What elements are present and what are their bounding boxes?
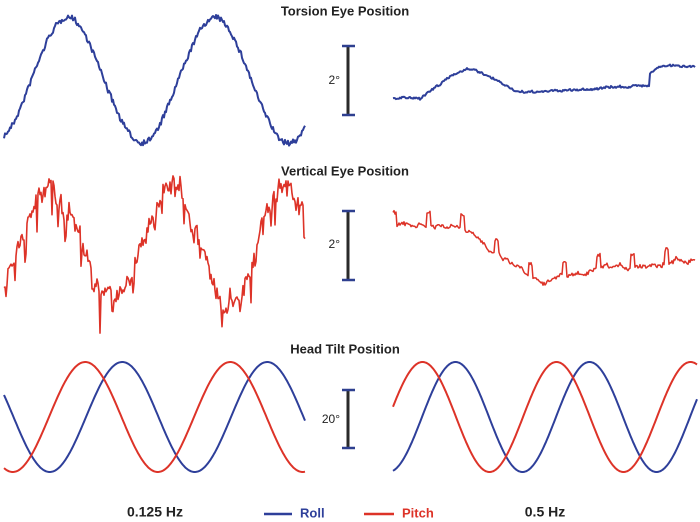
panel-title: Torsion Eye Position (281, 3, 409, 18)
scale-bar (342, 44, 355, 117)
vertical-trace (392, 209, 696, 286)
panel-title: Head Tilt Position (290, 341, 400, 356)
legend-label: Roll (300, 505, 325, 520)
panel-title: Vertical Eye Position (281, 163, 409, 178)
roll-trace (392, 361, 698, 473)
vertical-trace (3, 175, 306, 334)
frequency-label: 0.125 Hz (127, 504, 183, 520)
scale-bar (342, 209, 355, 282)
scale-bar (342, 388, 355, 450)
scale-label: 2° (329, 237, 341, 251)
pitch-trace (392, 361, 698, 473)
scale-label: 20° (322, 412, 340, 426)
frequency-label: 0.5 Hz (525, 504, 565, 520)
legend-label: Pitch (402, 505, 434, 520)
traces (3, 14, 698, 473)
torsion-trace (3, 14, 306, 147)
scale-label: 2° (329, 73, 341, 87)
pitch-trace (3, 361, 306, 473)
torsion-trace (392, 63, 696, 101)
roll-trace (3, 361, 306, 473)
